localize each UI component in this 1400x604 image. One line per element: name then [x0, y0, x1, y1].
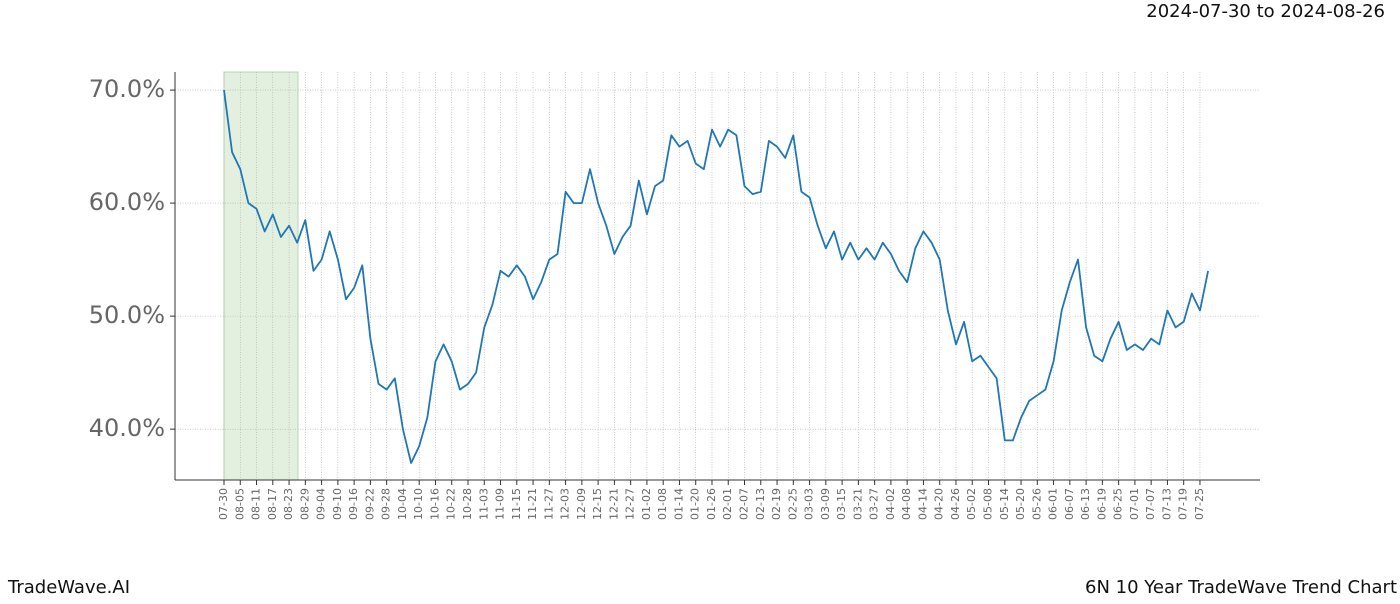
x-tick-label: 07-30: [217, 488, 230, 520]
x-tick-label: 06-07: [1063, 488, 1076, 520]
x-tick-label: 07-25: [1193, 488, 1206, 520]
x-tick-label: 01-26: [705, 488, 718, 520]
y-tick-label: 40.0%: [89, 414, 165, 442]
x-tick-label: 04-14: [916, 488, 929, 520]
x-tick-label: 03-27: [868, 488, 881, 520]
x-tick-label: 02-13: [754, 488, 767, 520]
y-tick-label: 60.0%: [89, 188, 165, 216]
x-tick-label: 09-04: [315, 488, 328, 520]
x-tick-label: 04-20: [933, 488, 946, 520]
x-tick-label: 01-14: [672, 488, 685, 520]
x-tick-label: 10-28: [461, 488, 474, 520]
x-tick-label: 04-26: [949, 488, 962, 520]
x-tick-label: 02-07: [738, 488, 751, 520]
x-tick-label: 10-04: [396, 488, 409, 520]
x-tick-label: 12-09: [575, 488, 588, 520]
x-tick-label: 03-15: [835, 488, 848, 520]
x-tick-label: 05-02: [965, 488, 978, 520]
source-label: TradeWave.AI: [7, 577, 130, 598]
x-tick-label: 08-05: [233, 488, 246, 520]
x-tick-label: 12-27: [624, 488, 637, 520]
x-tick-label: 03-09: [819, 488, 832, 520]
x-tick-label: 09-16: [347, 488, 360, 520]
x-tick-label: 07-01: [1128, 488, 1141, 520]
x-tick-label: 09-10: [331, 488, 344, 520]
x-tick-label: 05-20: [1014, 488, 1027, 520]
x-tick-label: 08-23: [282, 488, 295, 520]
x-tick-label: 08-29: [298, 488, 311, 520]
x-tick-label: 06-25: [1112, 488, 1125, 520]
x-tick-label: 07-13: [1160, 488, 1173, 520]
x-tick-label: 12-03: [559, 488, 572, 520]
y-tick-label: 70.0%: [89, 75, 165, 103]
x-tick-label: 11-15: [510, 488, 523, 520]
x-tick-label: 06-19: [1095, 488, 1108, 520]
x-tick-label: 09-28: [380, 488, 393, 520]
x-tick-label: 05-14: [998, 488, 1011, 520]
x-tick-label: 10-10: [412, 488, 425, 520]
x-tick-label: 07-19: [1177, 488, 1190, 520]
x-tick-label: 11-21: [526, 488, 539, 520]
x-tick-label: 12-15: [591, 488, 604, 520]
trend-line: [223, 89, 1209, 464]
x-tick-label: 03-21: [851, 488, 864, 520]
x-tick-label: 11-27: [542, 488, 555, 520]
x-tick-label: 03-03: [803, 488, 816, 520]
x-tick-label: 09-22: [363, 488, 376, 520]
x-tick-label: 06-01: [1047, 488, 1060, 520]
x-tick-label: 08-17: [266, 488, 279, 520]
y-tick-label: 50.0%: [89, 301, 165, 329]
x-tick-label: 01-02: [640, 488, 653, 520]
x-tick-label: 02-01: [721, 488, 734, 520]
x-tick-label: 01-08: [656, 488, 669, 520]
highlight-region: [223, 71, 299, 481]
x-tick-label: 01-20: [689, 488, 702, 520]
x-tick-label: 11-03: [477, 488, 490, 520]
x-tick-label: 04-08: [900, 488, 913, 520]
x-tick-label: 02-19: [770, 488, 783, 520]
x-tick-label: 10-16: [428, 488, 441, 520]
x-tick-label: 12-21: [607, 488, 620, 520]
chart-title: 6N 10 Year TradeWave Trend Chart: [1085, 577, 1397, 598]
x-tick-label: 05-26: [1030, 488, 1043, 520]
x-tick-label: 02-25: [786, 488, 799, 520]
x-tick-label: 08-11: [250, 488, 263, 520]
x-tick-label: 04-02: [884, 488, 897, 520]
x-tick-label: 06-13: [1079, 488, 1092, 520]
x-tick-label: 07-07: [1144, 488, 1157, 520]
x-tick-label: 05-08: [982, 488, 995, 520]
chart-subtitle: 2024-07-30 to 2024-08-26: [1146, 1, 1385, 22]
x-tick-label: 10-22: [445, 488, 458, 520]
x-tick-label: 11-09: [494, 488, 507, 520]
